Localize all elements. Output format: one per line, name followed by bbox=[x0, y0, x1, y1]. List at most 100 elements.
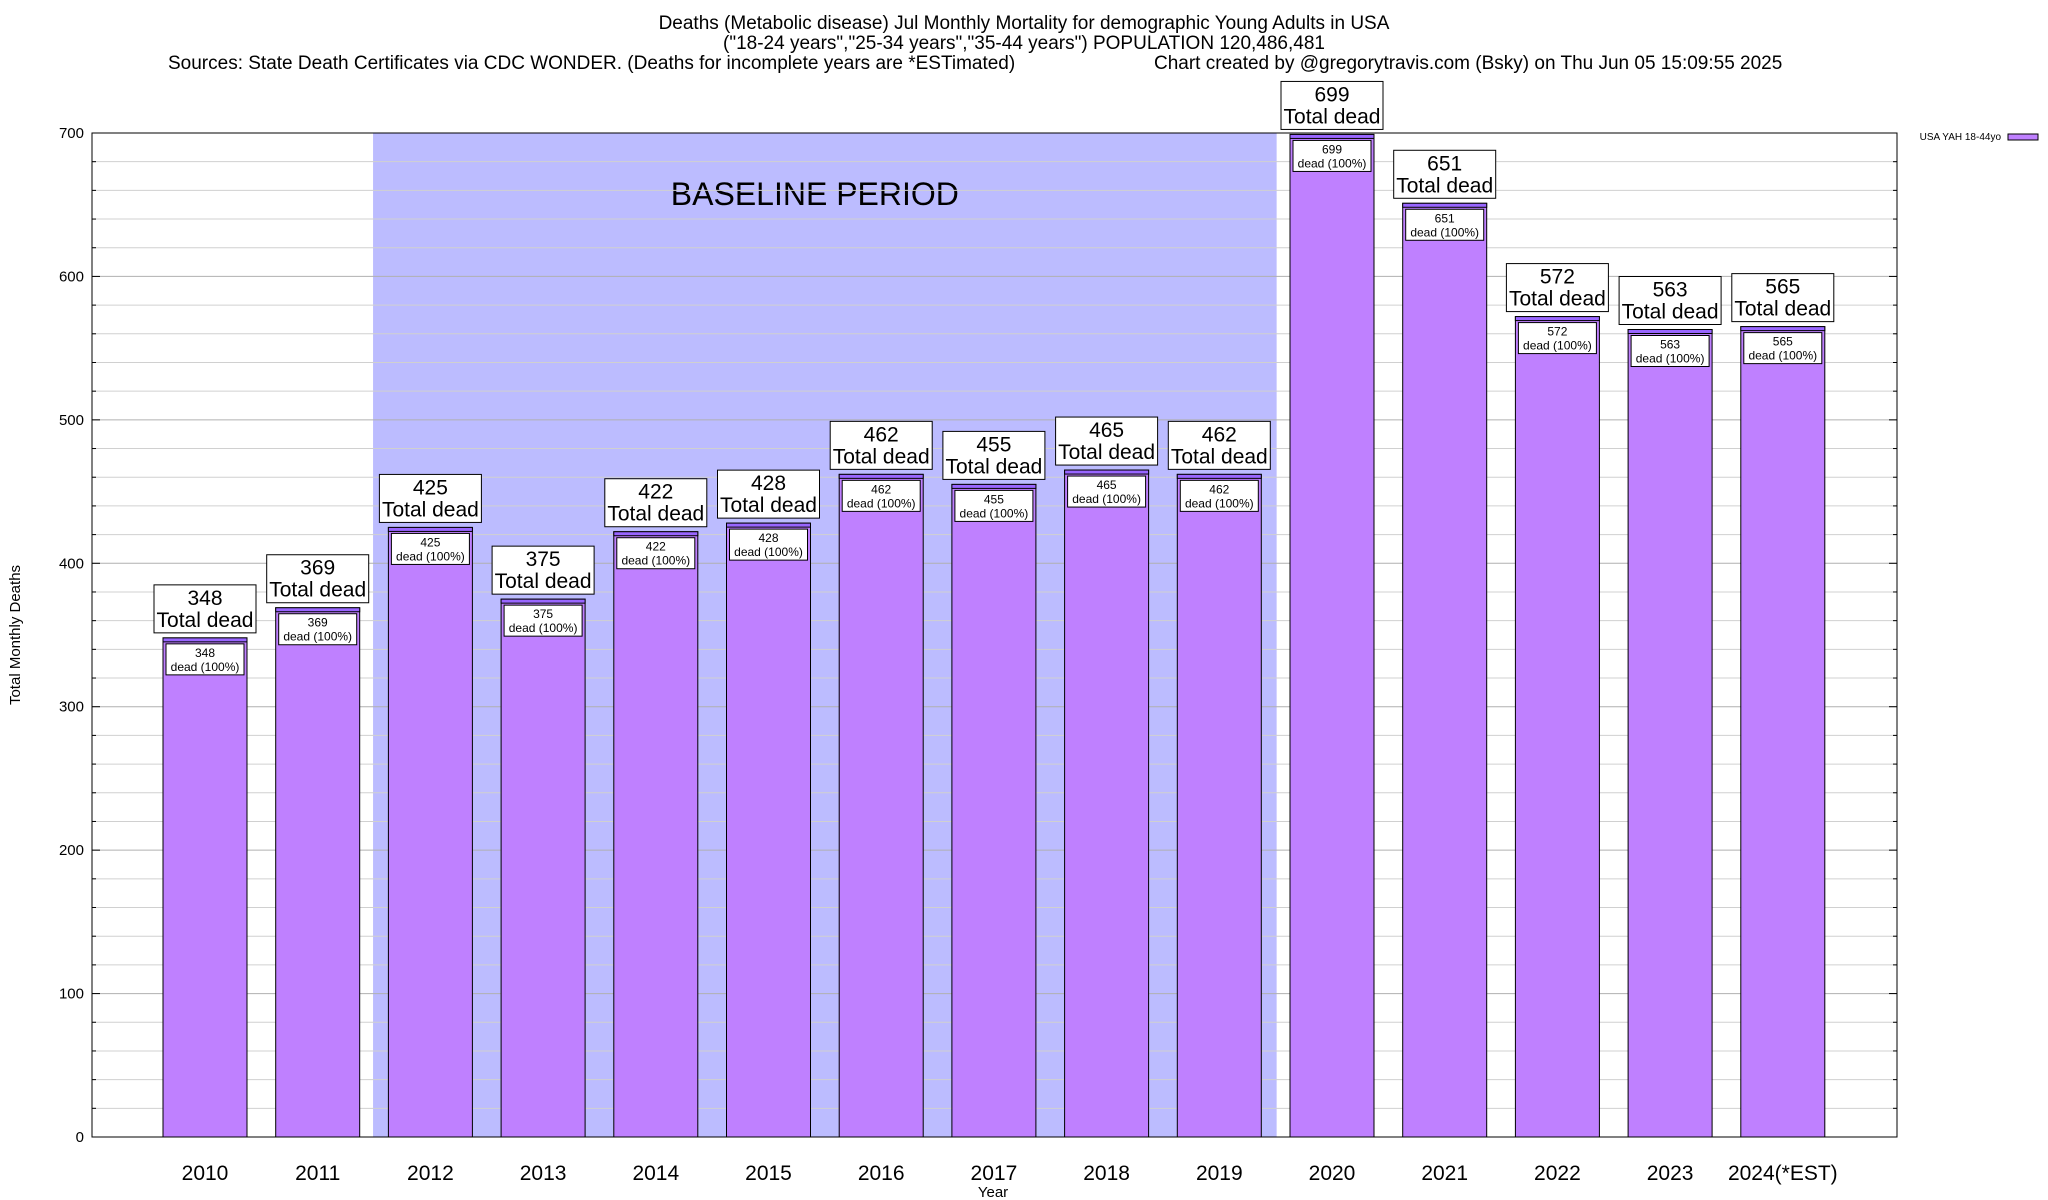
total-dead-label: Total dead bbox=[1284, 105, 1381, 128]
bar-inner-value: 563 bbox=[1660, 337, 1680, 351]
credit-note: Chart created by @gregorytravis.com (Bsk… bbox=[1154, 53, 1783, 74]
bar-inner-label: dead (100%) bbox=[1185, 496, 1254, 510]
bar bbox=[1402, 202, 1488, 1138]
bars-layer bbox=[162, 133, 1826, 1138]
total-value-label: 369 bbox=[300, 557, 335, 580]
bar-cap bbox=[500, 598, 586, 604]
bar-inner-label-box bbox=[1517, 322, 1597, 355]
total-value-label: 565 bbox=[1765, 276, 1800, 299]
total-value-label: 462 bbox=[1202, 423, 1237, 446]
bar-inner-label-box bbox=[1067, 475, 1147, 508]
bar-cap bbox=[1514, 316, 1600, 322]
x-tick-label: 2021 bbox=[1421, 1162, 1468, 1185]
bar-inner-value: 462 bbox=[1209, 482, 1229, 496]
bar-inner-label: dead (100%) bbox=[509, 621, 578, 635]
bar-cap bbox=[1740, 326, 1826, 332]
total-dead-label: Total dead bbox=[157, 609, 254, 632]
bar-cap bbox=[1289, 133, 1375, 139]
x-tick-label: 2016 bbox=[858, 1162, 905, 1185]
bar-inner-label: dead (100%) bbox=[396, 549, 465, 563]
total-value-label: 651 bbox=[1427, 152, 1462, 175]
bar-inner-value: 348 bbox=[195, 646, 215, 660]
legend-entry-label: USA YAH 18-44yo bbox=[1920, 132, 2002, 143]
bar bbox=[387, 526, 473, 1138]
total-label-box bbox=[1280, 80, 1384, 130]
y-tick-label: 200 bbox=[59, 842, 84, 859]
bar-cap bbox=[726, 522, 811, 528]
bar bbox=[275, 607, 361, 1138]
total-label-box bbox=[1731, 273, 1835, 323]
bar bbox=[726, 522, 811, 1138]
bar-inner-label-box bbox=[729, 528, 808, 561]
x-tick-label: 2023 bbox=[1647, 1162, 1694, 1185]
bar bbox=[1627, 328, 1713, 1138]
total-label-box bbox=[1393, 149, 1497, 199]
total-value-label: 462 bbox=[864, 423, 899, 446]
bar-inner-value: 651 bbox=[1435, 211, 1455, 225]
y-axis-label: Total Monthly Deaths bbox=[7, 565, 24, 705]
total-value-label: 425 bbox=[413, 476, 448, 499]
total-value-label: 375 bbox=[526, 548, 561, 571]
total-label-box bbox=[1167, 420, 1271, 470]
total-label-box bbox=[717, 469, 820, 519]
x-tick-label: 2011 bbox=[295, 1162, 340, 1185]
bar-cap bbox=[838, 473, 924, 479]
bar-inner-label-box bbox=[165, 643, 245, 676]
bar-cap bbox=[1064, 469, 1150, 475]
bar-cap bbox=[951, 483, 1037, 489]
bar-inner-label-box bbox=[1292, 139, 1372, 172]
total-dead-label: Total dead bbox=[1396, 174, 1493, 197]
bar-inner-label: dead (100%) bbox=[171, 660, 240, 674]
bar-cap bbox=[613, 531, 699, 537]
bar bbox=[500, 598, 586, 1138]
bar-inner-label: dead (100%) bbox=[1072, 492, 1141, 506]
total-dead-label: Total dead bbox=[607, 503, 704, 526]
x-tick-label: 2013 bbox=[520, 1162, 567, 1185]
y-tick-label: 100 bbox=[59, 986, 84, 1003]
bar-inner-value: 699 bbox=[1322, 142, 1342, 156]
total-label-box bbox=[378, 473, 482, 523]
chart-title-block: Deaths (Metabolic disease) Jul Monthly M… bbox=[0, 14, 2048, 54]
x-tick-label: 2012 bbox=[407, 1162, 454, 1185]
total-value-label: 428 bbox=[751, 472, 786, 495]
total-value-label: 465 bbox=[1089, 419, 1124, 442]
total-dead-label: Total dead bbox=[495, 570, 592, 593]
bar-inner-label-box bbox=[278, 613, 358, 646]
legend-swatch bbox=[2007, 133, 2039, 141]
sources-note: Sources: State Death Certificates via CD… bbox=[168, 53, 1016, 74]
bar-inner-value: 428 bbox=[758, 531, 778, 545]
bar-inner-label-box bbox=[1179, 479, 1259, 512]
bar-inner-label-box bbox=[841, 479, 921, 512]
bar bbox=[1740, 326, 1826, 1138]
x-tick-label: 2014 bbox=[632, 1162, 679, 1185]
total-label-box bbox=[604, 478, 708, 528]
bar bbox=[1514, 316, 1600, 1138]
bar-inner-value: 462 bbox=[871, 482, 891, 496]
total-dead-label: Total dead bbox=[1058, 441, 1155, 464]
bar-inner-value: 425 bbox=[420, 535, 440, 549]
total-label-box bbox=[1505, 263, 1609, 313]
bar-inner-value: 565 bbox=[1773, 335, 1793, 349]
total-value-label: 563 bbox=[1653, 278, 1688, 301]
total-dead-label: Total dead bbox=[945, 455, 1042, 478]
bar-inner-label: dead (100%) bbox=[1636, 351, 1705, 365]
x-tick-label: 2017 bbox=[971, 1162, 1018, 1185]
total-label-box bbox=[491, 545, 595, 595]
bar-inner-label: dead (100%) bbox=[283, 630, 352, 644]
bar-inner-label: dead (100%) bbox=[1748, 349, 1817, 363]
bar bbox=[162, 637, 248, 1138]
legend: USA YAH 18-44yo bbox=[1920, 132, 2039, 143]
bar-inner-value: 455 bbox=[984, 492, 1004, 506]
total-dead-label: Total dead bbox=[382, 498, 479, 521]
total-label-box bbox=[942, 430, 1046, 480]
total-dead-label: Total dead bbox=[269, 579, 366, 602]
plot-frame bbox=[91, 132, 1898, 1138]
x-tick-label: 2015 bbox=[745, 1162, 792, 1185]
axes-layer: 0 100 200 300 400 500 600 700 2010 2011 2012 2013 20… bbox=[7, 125, 1898, 1200]
bar-inner-label: dead (100%) bbox=[847, 496, 916, 510]
chart-subtitle: ("18-24 years","25-34 years","35-44 year… bbox=[723, 33, 1325, 54]
bar-cap bbox=[387, 526, 473, 532]
total-label-box bbox=[1055, 416, 1159, 466]
bar-cap bbox=[1402, 202, 1488, 208]
